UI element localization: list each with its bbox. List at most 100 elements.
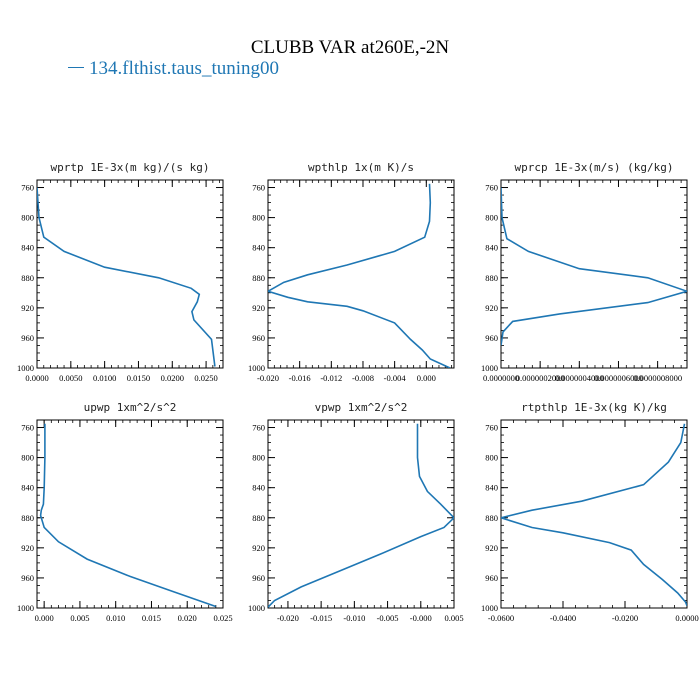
x-tick-label: 0.015 <box>142 613 161 623</box>
y-tick-label: 800 <box>485 213 498 223</box>
x-tick-label: -0.0600 <box>488 613 514 623</box>
legend-label: 134.flthist.taus_tuning00 <box>89 58 279 79</box>
chart-panel-4: upwp 1xm^2/s^276080084088092096010000.00… <box>17 401 233 623</box>
x-tick-label: 0.0050 <box>59 373 82 383</box>
x-tick-label: 0.0000 <box>25 373 48 383</box>
series-line <box>268 183 451 368</box>
y-tick-label: 840 <box>485 483 498 493</box>
x-tick-label: 0.0000008000 <box>633 373 682 383</box>
y-tick-label: 960 <box>252 333 265 343</box>
y-tick-label: 880 <box>252 273 265 283</box>
panel-title: wprtp 1E-3x(m kg)/(s kg) <box>51 161 210 174</box>
x-tick-label: -0.004 <box>384 373 407 383</box>
plot-frame <box>500 419 688 609</box>
y-tick-label: 960 <box>485 333 498 343</box>
x-tick-label: -0.020 <box>257 373 279 383</box>
x-tick-label: -0.010 <box>343 613 365 623</box>
x-tick-label: -0.015 <box>310 613 332 623</box>
y-tick-label: 840 <box>485 243 498 253</box>
y-tick-label: 760 <box>252 183 265 193</box>
y-tick-label: 1000 <box>17 363 34 373</box>
plot-frame <box>267 179 455 369</box>
y-tick-label: 880 <box>21 513 34 523</box>
chart-panel-3: wprcp 1E-3x(m/s) (kg/kg) 760 800 840 880 920 9… <box>481 161 688 383</box>
y-tick-label: 800 <box>485 453 498 463</box>
x-tick-label: 0.025 <box>213 613 232 623</box>
y-tick-label: 1000 <box>481 603 498 613</box>
y-tick-label: 920 <box>21 543 34 553</box>
x-tick-label: -0.020 <box>277 613 299 623</box>
y-tick-label: 920 <box>485 543 498 553</box>
x-tick-label: 0.000 <box>417 373 436 383</box>
chart-panel-2: wpthlp 1x(m K)/s7608008408809209601000-0… <box>248 161 455 383</box>
x-tick-label: 0.0200 <box>161 373 184 383</box>
x-tick-label: 0.000 <box>35 613 54 623</box>
y-tick-label: 840 <box>252 243 265 253</box>
y-tick-label: 1000 <box>248 603 265 613</box>
chart-panel-6: rtpthlp 1E-3x(kg K)/kg 760 800 840 880 920 960… <box>481 401 699 623</box>
y-tick-label: 1000 <box>17 603 34 613</box>
y-tick-label: 760 <box>21 423 34 433</box>
y-tick-label: 760 <box>21 183 34 193</box>
x-tick-label: -0.0200 <box>612 613 638 623</box>
x-tick-label: 0.0000 <box>675 613 698 623</box>
x-tick-label: -0.005 <box>377 613 399 623</box>
x-tick-label: 0.005 <box>70 613 89 623</box>
y-tick-label: 960 <box>485 573 498 583</box>
series-line <box>39 423 217 608</box>
x-tick-label: 0.0000002000 <box>516 373 565 383</box>
y-tick-label: 760 <box>485 183 498 193</box>
y-tick-label: 920 <box>252 543 265 553</box>
y-tick-label: 800 <box>252 453 265 463</box>
y-tick-label: 760 <box>485 423 498 433</box>
x-tick-label: 0.0000000 <box>483 373 519 383</box>
legend-line-swatch <box>68 67 84 69</box>
y-tick-label: 880 <box>485 513 498 523</box>
y-tick-label: 840 <box>21 483 34 493</box>
y-tick-label: 920 <box>21 303 34 313</box>
x-tick-label: 0.0250 <box>194 373 217 383</box>
x-tick-label: -0.012 <box>320 373 342 383</box>
x-tick-label: 0.020 <box>178 613 197 623</box>
y-tick-label: 880 <box>21 273 34 283</box>
y-tick-label: 800 <box>21 453 34 463</box>
legend: 134.flthist.taus_tuning00 <box>68 58 279 80</box>
page-title: CLUBB VAR at260E,-2N <box>250 37 450 58</box>
y-tick-label: 800 <box>252 213 265 223</box>
x-tick-label: 0.005 <box>444 613 463 623</box>
panel-title: wpthlp 1x(m K)/s <box>308 161 414 174</box>
x-tick-label: 0.010 <box>106 613 125 623</box>
y-tick-label: 1000 <box>481 363 498 373</box>
y-tick-label: 800 <box>21 213 34 223</box>
chart-panel-5: vpwp 1xm^2/s^2 760 800 840 880 920 960 1000 -0.0… <box>248 401 464 623</box>
y-tick-label: 880 <box>252 513 265 523</box>
y-tick-label: 1000 <box>248 363 265 373</box>
x-tick-label: -0.000 <box>410 613 432 623</box>
panel-title: upwp 1xm^2/s^2 <box>84 401 177 414</box>
plot-frame <box>267 419 455 609</box>
y-tick-label: 880 <box>485 273 498 283</box>
x-tick-label: 0.0000004000 <box>555 373 604 383</box>
y-tick-label: 960 <box>21 333 34 343</box>
panel-title: wprcp 1E-3x(m/s) (kg/kg) <box>515 161 674 174</box>
y-tick-label: 920 <box>485 303 498 313</box>
y-tick-label: 960 <box>252 573 265 583</box>
x-tick-label: -0.0400 <box>550 613 576 623</box>
x-tick-label: -0.008 <box>352 373 374 383</box>
plot-frame <box>36 419 224 609</box>
y-tick-label: 920 <box>252 303 265 313</box>
y-tick-label: 760 <box>252 423 265 433</box>
chart-panel-1: wprtp 1E-3x(m kg)/(s kg) 760 800 840 880 920 9… <box>17 161 224 383</box>
series-line <box>501 187 687 346</box>
plot-frame <box>500 179 688 369</box>
series-line <box>268 423 454 608</box>
panel-title: vpwp 1xm^2/s^2 <box>315 401 408 414</box>
x-tick-label: 0.0000006000 <box>594 373 643 383</box>
y-tick-label: 840 <box>252 483 265 493</box>
x-tick-label: 0.0100 <box>93 373 116 383</box>
x-tick-label: -0.016 <box>289 373 311 383</box>
y-tick-label: 840 <box>21 243 34 253</box>
series-line <box>501 423 687 607</box>
series-line <box>37 187 216 367</box>
